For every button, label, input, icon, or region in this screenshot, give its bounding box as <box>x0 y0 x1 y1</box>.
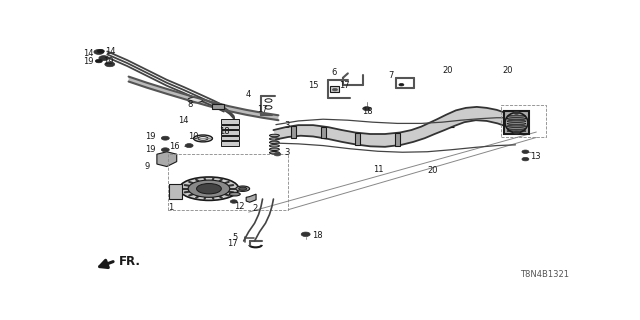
Circle shape <box>265 99 272 102</box>
Text: 3: 3 <box>284 148 290 157</box>
Text: 7: 7 <box>388 71 394 80</box>
Ellipse shape <box>239 187 246 190</box>
Circle shape <box>513 111 520 114</box>
Text: 2: 2 <box>253 204 258 213</box>
Text: 19: 19 <box>103 57 113 66</box>
Circle shape <box>522 157 529 161</box>
Bar <box>221 136 239 140</box>
Ellipse shape <box>188 180 230 197</box>
Ellipse shape <box>196 184 221 194</box>
Circle shape <box>230 200 237 203</box>
Bar <box>221 141 239 146</box>
Text: 10: 10 <box>189 132 199 141</box>
Bar <box>221 119 239 124</box>
Circle shape <box>185 144 193 148</box>
Ellipse shape <box>269 138 280 140</box>
Circle shape <box>99 56 109 60</box>
Ellipse shape <box>193 135 212 142</box>
Text: 14: 14 <box>105 47 115 56</box>
Text: 18: 18 <box>312 231 323 240</box>
Polygon shape <box>246 194 256 202</box>
Text: 3: 3 <box>284 121 290 130</box>
Ellipse shape <box>507 125 526 127</box>
Ellipse shape <box>269 148 280 150</box>
Text: 20: 20 <box>428 166 438 175</box>
Ellipse shape <box>507 128 526 130</box>
Polygon shape <box>157 152 177 166</box>
Bar <box>212 104 224 109</box>
Text: FR.: FR. <box>118 255 141 268</box>
Circle shape <box>274 153 281 156</box>
Text: 6: 6 <box>332 68 337 77</box>
Text: 19: 19 <box>145 145 156 154</box>
Text: 17: 17 <box>257 105 268 114</box>
Text: T8N4B1321: T8N4B1321 <box>520 270 568 279</box>
Text: 17: 17 <box>339 81 349 90</box>
Bar <box>355 133 360 145</box>
Circle shape <box>265 106 272 109</box>
Circle shape <box>94 50 104 54</box>
Bar <box>221 130 239 135</box>
Text: 9: 9 <box>144 162 150 171</box>
Text: 19: 19 <box>145 132 156 141</box>
Text: 12: 12 <box>234 202 244 211</box>
Text: 5: 5 <box>232 233 237 242</box>
Circle shape <box>161 148 169 152</box>
Circle shape <box>97 50 104 53</box>
Circle shape <box>95 59 102 63</box>
Text: 17: 17 <box>227 239 237 248</box>
Bar <box>169 184 182 199</box>
Text: 19: 19 <box>83 57 94 66</box>
Bar <box>395 133 400 146</box>
Ellipse shape <box>229 192 240 196</box>
Circle shape <box>332 88 337 91</box>
Ellipse shape <box>269 134 280 137</box>
Ellipse shape <box>188 97 202 103</box>
Text: 4: 4 <box>246 90 251 99</box>
Ellipse shape <box>507 120 526 122</box>
Ellipse shape <box>269 145 280 147</box>
Ellipse shape <box>236 186 250 191</box>
Text: 16: 16 <box>170 142 180 151</box>
Circle shape <box>522 150 529 154</box>
Text: 14: 14 <box>178 116 188 125</box>
Text: 13: 13 <box>531 152 541 161</box>
Ellipse shape <box>507 118 526 120</box>
Bar <box>321 127 326 139</box>
Bar <box>221 125 239 129</box>
Circle shape <box>363 107 371 111</box>
Text: 18: 18 <box>219 127 230 136</box>
Text: 15: 15 <box>308 81 319 90</box>
Circle shape <box>105 62 115 67</box>
Bar <box>330 86 339 92</box>
Text: 20: 20 <box>502 67 513 76</box>
Ellipse shape <box>507 123 526 124</box>
Bar <box>291 126 296 138</box>
Text: 8: 8 <box>188 100 193 109</box>
Ellipse shape <box>269 151 280 154</box>
Ellipse shape <box>198 137 208 140</box>
Text: 14: 14 <box>83 49 94 58</box>
Circle shape <box>301 232 310 236</box>
Bar <box>504 111 529 134</box>
Text: 11: 11 <box>373 165 383 174</box>
Circle shape <box>161 136 169 140</box>
Polygon shape <box>273 107 515 147</box>
Text: 20: 20 <box>442 67 453 76</box>
Ellipse shape <box>507 115 526 117</box>
Polygon shape <box>129 76 278 120</box>
Ellipse shape <box>269 141 280 144</box>
Ellipse shape <box>179 177 239 200</box>
Ellipse shape <box>507 130 526 132</box>
Circle shape <box>399 84 404 86</box>
Circle shape <box>513 131 520 134</box>
Text: 18: 18 <box>362 107 372 116</box>
Text: 1: 1 <box>168 203 173 212</box>
